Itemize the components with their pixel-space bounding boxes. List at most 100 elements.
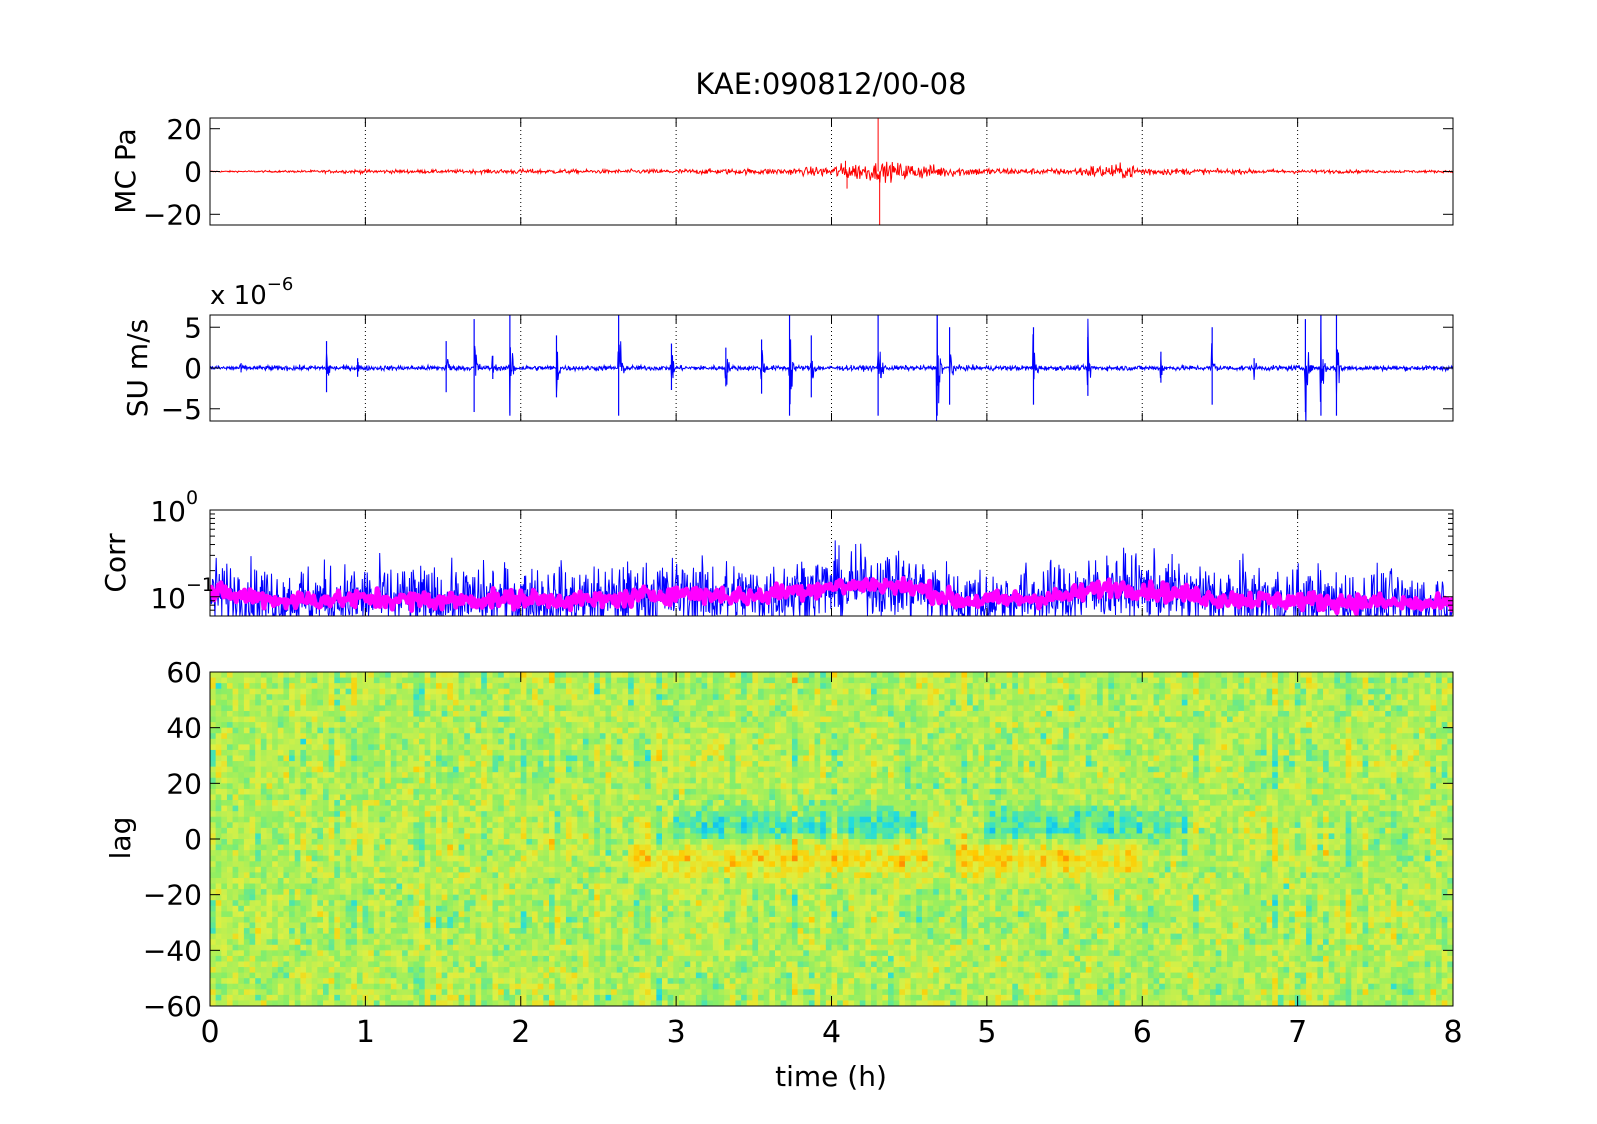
- lag-cell: [509, 1000, 516, 1006]
- lag-cell: [486, 722, 494, 729]
- lag-cell: [486, 950, 494, 957]
- lag-cell: [334, 699, 341, 706]
- lag-cell: [317, 733, 324, 740]
- lag-cell: [210, 677, 217, 684]
- lag-cell: [537, 822, 544, 829]
- lag-cell: [441, 788, 448, 796]
- lag-cell: [515, 755, 522, 762]
- lag-cell: [436, 694, 443, 701]
- lag-cell: [249, 699, 256, 706]
- lag-cell: [486, 688, 494, 695]
- lag-cell: [503, 950, 511, 957]
- lag-cell: [272, 744, 279, 751]
- lag-cell: [255, 944, 262, 951]
- lag-cell: [622, 816, 629, 823]
- lag-cell: [650, 766, 657, 773]
- lag-cell: [588, 772, 595, 779]
- lag-cell: [272, 939, 279, 946]
- lag-cell: [300, 805, 307, 812]
- lag-cell: [368, 777, 375, 784]
- lag-cell: [294, 855, 301, 862]
- lag-cell: [356, 833, 364, 840]
- lag-cell: [368, 972, 375, 979]
- lag-cell: [424, 772, 431, 779]
- lag-cell: [656, 905, 663, 912]
- lag-cell: [266, 749, 273, 757]
- lag-cell: [373, 911, 381, 918]
- lag-cell: [289, 688, 296, 695]
- lag-cell: [549, 889, 556, 896]
- lag-cell: [605, 710, 612, 718]
- lag-cell: [645, 911, 652, 918]
- lag-cell: [639, 861, 646, 868]
- lag-cell: [577, 883, 584, 890]
- lag-cell: [458, 894, 465, 901]
- lag-cell: [611, 766, 618, 773]
- lag-cell: [300, 961, 307, 968]
- lag-cell: [339, 994, 347, 1002]
- lag-cell: [424, 983, 431, 990]
- lag-cell: [628, 928, 635, 935]
- lag-cell: [407, 777, 414, 784]
- lag-cell: [452, 978, 460, 985]
- lag-cell: [221, 794, 228, 801]
- lag-cell: [249, 738, 256, 745]
- lag-cell: [226, 722, 234, 729]
- lag-cell: [373, 833, 381, 840]
- lag-cell: [605, 933, 612, 940]
- lag-cell: [633, 911, 640, 918]
- lag-cell: [402, 755, 409, 762]
- lag-cell: [356, 827, 364, 835]
- lag-cell: [616, 727, 624, 734]
- lag-cell: [464, 683, 471, 690]
- lag-cell: [260, 766, 268, 773]
- lag-cell: [549, 749, 556, 757]
- lag-cell: [616, 955, 624, 963]
- lag-cell: [368, 677, 375, 684]
- lag-cell: [549, 716, 556, 723]
- lag-cell: [356, 716, 364, 723]
- lag-cell: [515, 883, 522, 890]
- lag-cell: [390, 772, 398, 779]
- lag-cell: [486, 677, 494, 684]
- su-exponent-base: x 10: [210, 281, 267, 311]
- lag-cell: [311, 738, 318, 745]
- lag-cell: [452, 872, 460, 879]
- lag-cell: [306, 755, 313, 762]
- lag-cell: [379, 705, 386, 712]
- lag-cell: [594, 672, 601, 679]
- lag-cell: [554, 694, 561, 701]
- lag-cell: [628, 705, 635, 712]
- lag-cell: [419, 716, 426, 723]
- lag-cell: [351, 672, 358, 679]
- lag-cell: [373, 811, 381, 818]
- lag-cell: [373, 855, 381, 862]
- lag-cell: [396, 861, 403, 868]
- lag-cell: [390, 861, 398, 868]
- lag-cell: [498, 805, 505, 812]
- lag-cell: [226, 900, 234, 907]
- lag-cell: [289, 749, 296, 757]
- lag-cell: [351, 994, 358, 1002]
- lag-cell: [492, 911, 499, 918]
- lag-cell: [452, 816, 460, 823]
- lag-cell: [481, 889, 488, 896]
- lag-cell: [532, 755, 539, 762]
- lag-cell: [481, 816, 488, 823]
- lag-cell: [633, 822, 640, 829]
- lag-cell: [639, 805, 646, 812]
- lag-cell: [238, 827, 245, 835]
- lag-cell: [656, 738, 663, 745]
- lag-cell: [328, 766, 335, 773]
- lag-cell: [616, 850, 624, 857]
- lag-cell: [464, 738, 471, 745]
- lag-cell: [266, 916, 273, 924]
- lag-cell: [475, 683, 482, 690]
- lag-cell: [639, 777, 646, 784]
- lag-cell: [221, 738, 228, 745]
- lag-cell: [520, 950, 527, 957]
- lag-cell: [605, 822, 612, 829]
- lag-cell: [492, 805, 499, 812]
- lag-cell: [628, 805, 635, 812]
- lag-cell: [277, 933, 285, 940]
